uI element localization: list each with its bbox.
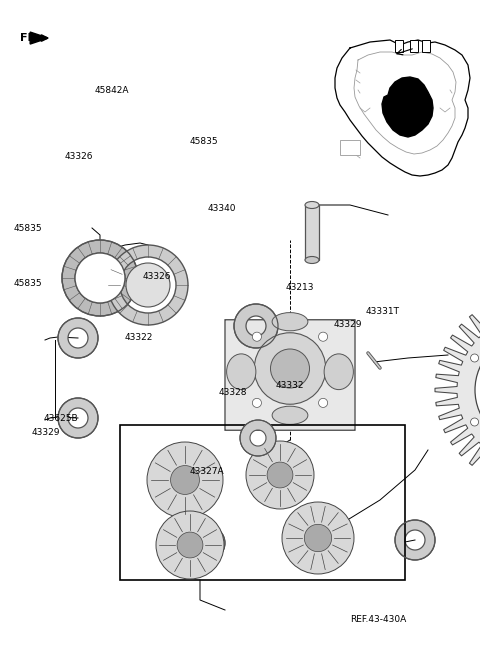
Polygon shape [335, 40, 470, 176]
Ellipse shape [305, 256, 319, 264]
Text: 43213: 43213 [286, 283, 314, 292]
Circle shape [126, 263, 170, 307]
Circle shape [75, 253, 125, 303]
Text: 43340: 43340 [207, 204, 236, 213]
Text: 43328: 43328 [218, 388, 247, 397]
Circle shape [304, 524, 332, 552]
Text: 43329: 43329 [31, 428, 60, 438]
Bar [120, 425, 405, 580]
Circle shape [319, 332, 328, 341]
Circle shape [252, 332, 262, 341]
Ellipse shape [305, 201, 319, 209]
Text: 43327A: 43327A [190, 466, 224, 476]
Ellipse shape [272, 406, 308, 424]
Circle shape [470, 418, 479, 426]
FancyBboxPatch shape [225, 319, 355, 430]
Ellipse shape [227, 354, 256, 390]
Circle shape [170, 466, 200, 495]
Circle shape [254, 333, 326, 404]
Text: 43326: 43326 [143, 272, 171, 281]
Circle shape [177, 532, 203, 558]
Circle shape [319, 398, 328, 407]
Circle shape [252, 398, 262, 407]
Circle shape [475, 335, 480, 445]
Circle shape [267, 462, 293, 488]
Polygon shape [435, 295, 480, 485]
Bar [340, 140, 360, 155]
Text: 45835: 45835 [13, 279, 42, 288]
Text: 43329: 43329 [334, 320, 362, 329]
Polygon shape [30, 32, 48, 44]
Text: 43331T: 43331T [366, 307, 400, 316]
Text: 43322: 43322 [125, 333, 153, 342]
Circle shape [246, 441, 314, 509]
Circle shape [156, 511, 224, 579]
Circle shape [282, 502, 354, 574]
Bar [422, 40, 430, 52]
Text: FR.: FR. [20, 33, 41, 43]
Bar [395, 40, 403, 52]
Text: 45835: 45835 [190, 136, 218, 146]
Text: 43625B: 43625B [43, 414, 78, 423]
Circle shape [147, 442, 223, 518]
Text: 45842A: 45842A [95, 86, 130, 95]
Ellipse shape [272, 313, 308, 331]
Polygon shape [382, 77, 433, 137]
Bar [305, 205, 319, 260]
Text: REF.43-430A: REF.43-430A [350, 615, 407, 625]
Text: 43332: 43332 [276, 381, 304, 390]
Circle shape [271, 349, 310, 388]
Circle shape [470, 354, 479, 362]
Text: 45835: 45835 [13, 224, 42, 233]
Text: 43326: 43326 [65, 152, 93, 161]
Ellipse shape [324, 354, 353, 390]
Bar [410, 40, 418, 52]
